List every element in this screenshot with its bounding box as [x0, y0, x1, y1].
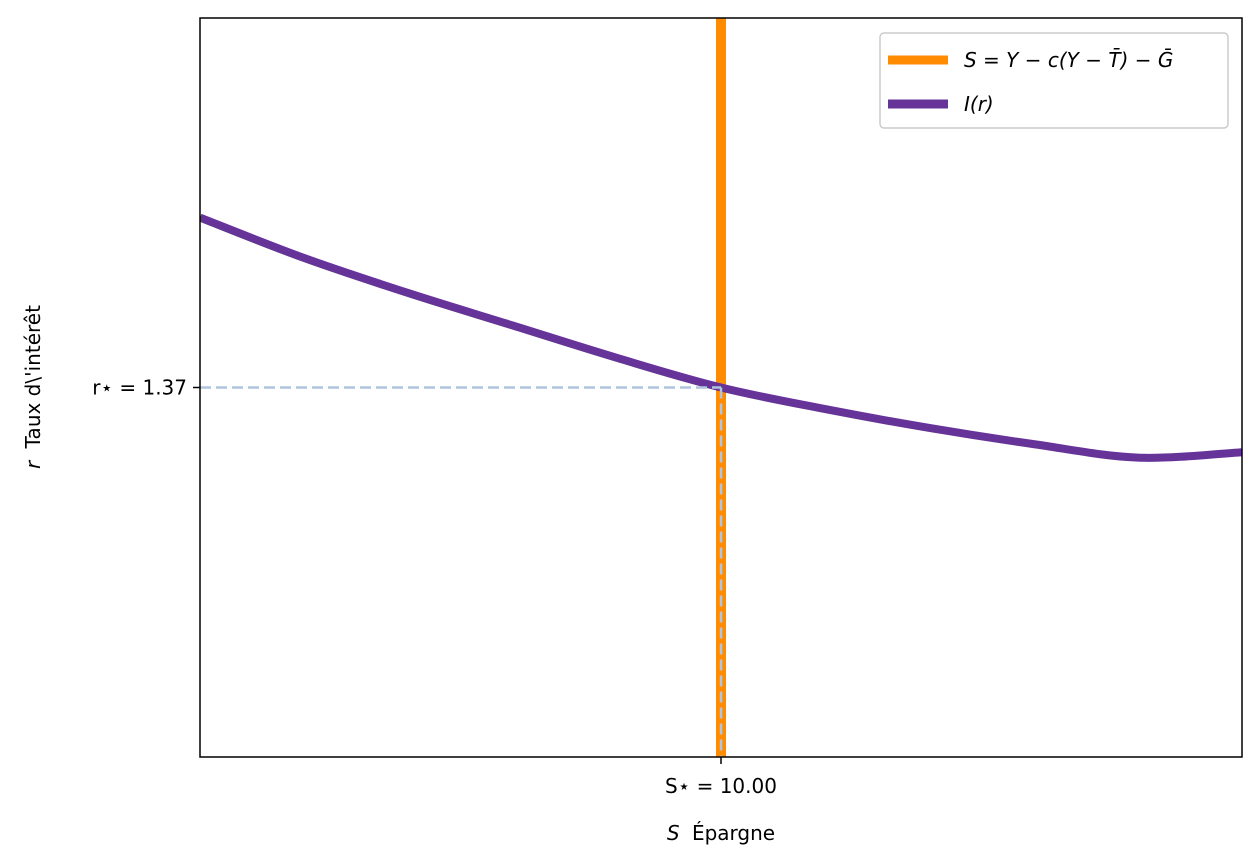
- legend-label: I(r): [964, 92, 994, 116]
- plot-area: [200, 18, 1242, 757]
- x-tick-label: S⋆ = 10.00: [665, 774, 777, 798]
- legend: S = Y − c(Y − T̄) − Ḡ I(r): [879, 32, 1229, 129]
- legend-label: S = Y − c(Y − T̄) − Ḡ: [964, 47, 1173, 72]
- y-axis-label: r Taux d\'intérêt: [21, 305, 45, 469]
- axis-ticks: S⋆ = 10.00 r⋆ = 1.37: [92, 376, 777, 799]
- legend-box: [879, 32, 1229, 129]
- y-tick-label: r⋆ = 1.37: [92, 376, 187, 400]
- x-axis-label: S Épargne: [667, 821, 775, 845]
